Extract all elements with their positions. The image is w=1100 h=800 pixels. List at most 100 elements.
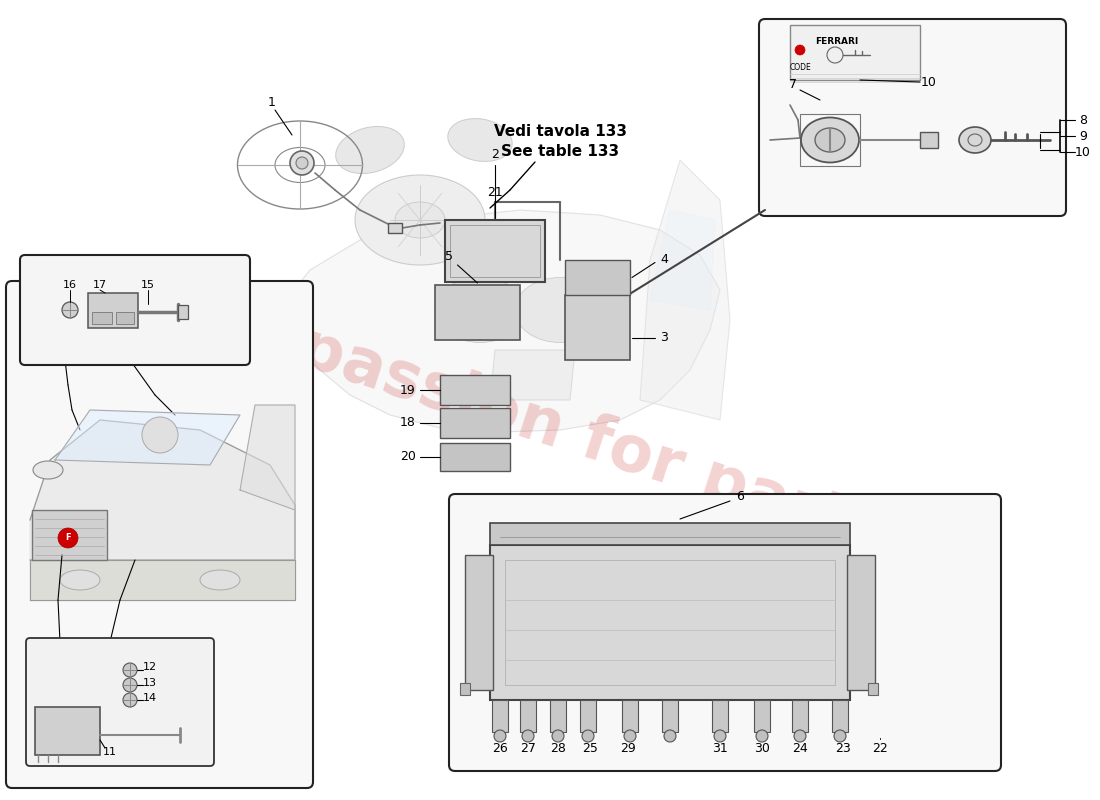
Polygon shape (55, 410, 240, 465)
Text: 30: 30 (755, 742, 770, 754)
Bar (490, 523, 850, 545)
Circle shape (290, 151, 314, 175)
Bar (35, 707, 100, 755)
Circle shape (123, 678, 138, 692)
Bar (434, 285, 520, 340)
Text: 14: 14 (143, 693, 157, 703)
Circle shape (794, 730, 806, 742)
Bar (88, 293, 138, 328)
Bar (450, 225, 540, 277)
Text: 29: 29 (620, 742, 636, 754)
Polygon shape (640, 160, 730, 420)
Bar (790, 25, 920, 80)
Ellipse shape (200, 570, 240, 590)
Text: 20: 20 (400, 450, 416, 463)
Text: 11: 11 (103, 747, 117, 757)
Bar (178, 305, 188, 319)
Circle shape (624, 730, 636, 742)
Bar (465, 555, 493, 690)
Bar (920, 132, 938, 148)
Bar (388, 223, 401, 233)
Text: 9: 9 (1079, 130, 1087, 142)
Bar (868, 683, 878, 695)
Bar (92, 312, 112, 324)
Bar (580, 700, 596, 732)
Text: 26: 26 (492, 742, 508, 754)
Ellipse shape (515, 278, 605, 342)
Circle shape (142, 417, 178, 453)
Text: 16: 16 (63, 280, 77, 290)
Circle shape (664, 730, 676, 742)
Bar (440, 408, 510, 438)
Bar (800, 114, 860, 166)
Text: 17: 17 (92, 280, 107, 290)
Bar (832, 700, 848, 732)
Polygon shape (650, 210, 715, 310)
Text: 27: 27 (520, 742, 536, 754)
Ellipse shape (355, 175, 485, 265)
Circle shape (123, 663, 138, 677)
Bar (565, 295, 630, 360)
Circle shape (296, 157, 308, 169)
Bar (520, 700, 536, 732)
Text: 5: 5 (446, 250, 453, 263)
FancyBboxPatch shape (759, 19, 1066, 216)
Polygon shape (270, 210, 720, 432)
Text: 10: 10 (921, 75, 937, 89)
Bar (847, 555, 874, 690)
Bar (440, 375, 510, 405)
Text: 1: 1 (268, 97, 276, 110)
Circle shape (582, 730, 594, 742)
FancyBboxPatch shape (449, 494, 1001, 771)
Text: 13: 13 (143, 678, 157, 688)
Text: 23: 23 (835, 742, 851, 754)
Ellipse shape (448, 118, 513, 162)
Text: 3: 3 (660, 331, 668, 344)
Polygon shape (240, 405, 295, 510)
Text: See table 133: See table 133 (500, 145, 619, 159)
Bar (440, 443, 510, 471)
Text: 22: 22 (872, 742, 888, 754)
Text: Vedi tavola 133: Vedi tavola 133 (494, 125, 627, 139)
Text: F: F (65, 534, 70, 542)
Text: CODE: CODE (789, 63, 811, 73)
Bar (446, 220, 544, 282)
FancyBboxPatch shape (20, 255, 250, 365)
Bar (550, 700, 566, 732)
Text: 31: 31 (712, 742, 728, 754)
Ellipse shape (801, 118, 859, 162)
Text: 12: 12 (143, 662, 157, 672)
Polygon shape (30, 420, 295, 560)
Ellipse shape (395, 202, 446, 238)
Text: 21: 21 (487, 186, 503, 198)
Ellipse shape (434, 278, 525, 342)
Circle shape (714, 730, 726, 742)
Text: 19: 19 (400, 383, 416, 397)
Text: 24: 24 (792, 742, 807, 754)
Ellipse shape (959, 127, 991, 153)
Bar (490, 545, 850, 700)
Circle shape (795, 45, 805, 55)
Bar (32, 510, 107, 560)
Text: 8: 8 (1079, 114, 1087, 126)
Bar (662, 700, 678, 732)
Ellipse shape (815, 128, 845, 152)
Circle shape (522, 730, 534, 742)
Ellipse shape (60, 570, 100, 590)
Ellipse shape (33, 461, 63, 479)
Text: FERRARI: FERRARI (815, 38, 859, 46)
Text: 7: 7 (789, 78, 797, 91)
Bar (712, 700, 728, 732)
Polygon shape (30, 560, 295, 600)
Circle shape (756, 730, 768, 742)
Text: 25: 25 (582, 742, 598, 754)
Bar (792, 700, 808, 732)
Text: 10: 10 (1075, 146, 1091, 158)
Text: 15: 15 (141, 280, 155, 290)
Polygon shape (490, 350, 575, 400)
Text: 18: 18 (400, 417, 416, 430)
Text: 2: 2 (491, 149, 499, 162)
Bar (116, 312, 134, 324)
Circle shape (494, 730, 506, 742)
FancyBboxPatch shape (6, 281, 313, 788)
